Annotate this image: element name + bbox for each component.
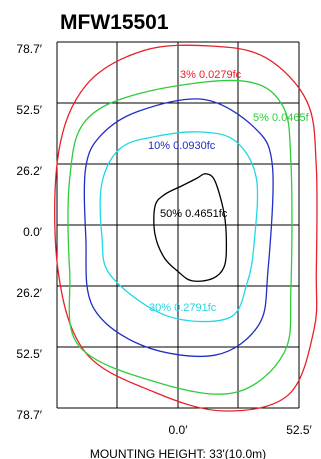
contour-lines bbox=[54, 44, 318, 412]
plot-grid bbox=[56, 41, 300, 409]
x-tick-label: 52.5′ bbox=[286, 423, 312, 437]
contour-label: 3% 0.0279fc bbox=[180, 69, 242, 81]
contour-label: 30% 0.2791fc bbox=[149, 302, 217, 314]
x-axis-ticks: 0.0′ 52.5′ bbox=[169, 423, 313, 437]
x-tick-label: 0.0′ bbox=[169, 423, 189, 437]
contour-line bbox=[153, 173, 228, 282]
y-tick-label: 26.2′ bbox=[16, 164, 42, 178]
y-axis-ticks: 78.7′ 52.5′ 26.2′ 0.0′ 26.2′ 52.5′ 78.7′ bbox=[16, 42, 42, 422]
contour-line bbox=[83, 98, 274, 358]
contour-labels: 3% 0.0279fc 5% 0.0465f 10% 0.0930fc 30% 0.2… bbox=[148, 69, 310, 314]
contour-label: 10% 0.0930fc bbox=[148, 140, 216, 152]
y-tick-label: 78.7′ bbox=[16, 408, 42, 422]
contour-line bbox=[54, 44, 318, 412]
y-tick-label: 78.7′ bbox=[16, 42, 42, 56]
contour-label: 50% 0.4651fc bbox=[160, 208, 228, 220]
y-tick-label: 52.5′ bbox=[16, 347, 42, 361]
y-tick-label: 52.5′ bbox=[16, 103, 42, 117]
contour-line bbox=[67, 79, 293, 395]
y-tick-label: 26.2′ bbox=[16, 286, 42, 300]
contour-line bbox=[99, 131, 259, 323]
mounting-height-caption: MOUNTING HEIGHT: 33'(10.0m) bbox=[90, 447, 266, 459]
y-tick-label: 0.0′ bbox=[23, 225, 43, 239]
chart-title: MFW15501 bbox=[60, 11, 169, 34]
contour-label: 5% 0.0465f bbox=[253, 112, 310, 124]
